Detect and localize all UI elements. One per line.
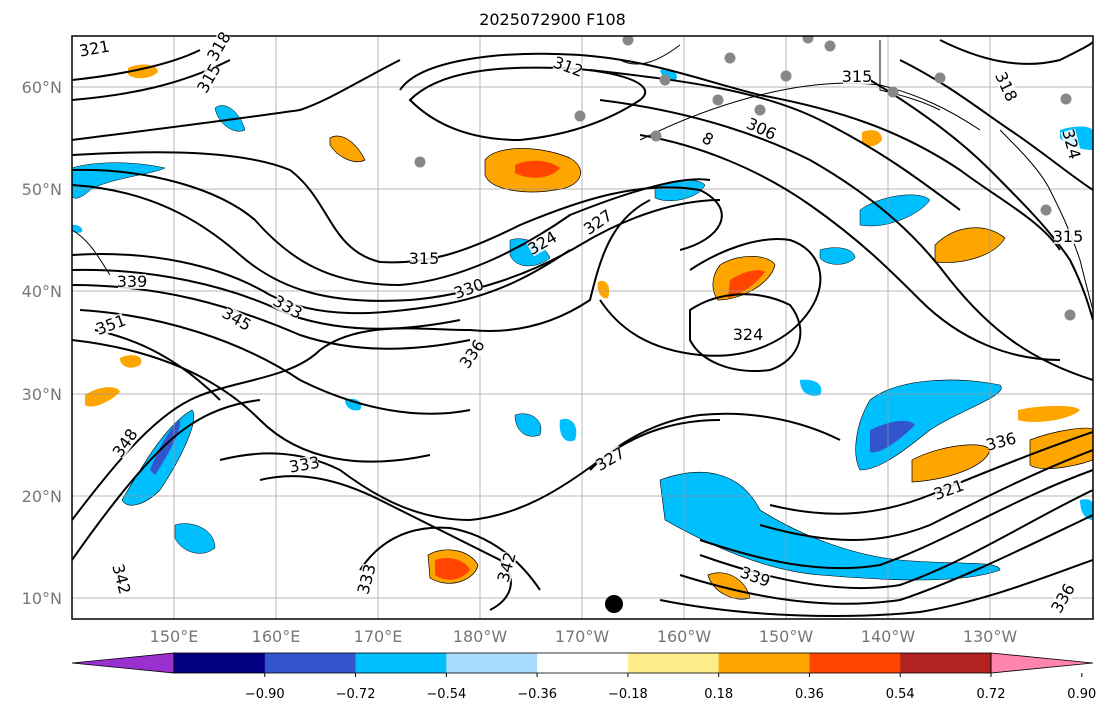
lon-label: 160°W — [657, 627, 712, 646]
colorbar-tick-label: −0.54 — [426, 687, 466, 702]
contour-label-bg — [79, 38, 110, 59]
contour-label: 315 — [409, 249, 440, 268]
contour-label-bg — [110, 427, 140, 459]
colorbar-swatch — [446, 653, 538, 673]
map-title: 2025072900 F108 — [479, 10, 626, 29]
colorbar-swatch — [355, 653, 447, 673]
colorbar-swatch — [718, 653, 810, 673]
latitude-labels: 60°N 50°N 40°N 30°N 20°N 10°N — [22, 78, 62, 608]
colorbar-swatch — [537, 653, 629, 673]
contour-label-bg — [552, 54, 584, 79]
contour-label-bg — [355, 563, 378, 595]
contour-lines — [72, 39, 1093, 618]
contour-label-bg — [271, 293, 304, 321]
lon-label: 160°E — [252, 627, 301, 646]
lat-label: 10°N — [22, 589, 62, 608]
colorbar: −0.90 −0.72 −0.54 −0.36 −0.18 0.18 0.36 0.54 0.7… — [71, 652, 1096, 702]
colorbar-tick-label: −0.72 — [336, 687, 376, 702]
contour-label-bg — [1060, 128, 1083, 160]
lat-label: 60°N — [22, 78, 62, 97]
lon-label: 170°W — [555, 627, 610, 646]
contour-label-bg — [205, 30, 233, 63]
station-markers — [414, 36, 1076, 321]
lat-label: 40°N — [22, 282, 62, 301]
graticule — [72, 36, 1093, 619]
contour-label-bg — [526, 229, 559, 257]
lon-label: 130°W — [963, 627, 1018, 646]
colorbar-tick-label: 0.90 — [1067, 687, 1096, 702]
colorbar-extend-low — [71, 652, 175, 674]
contour-label-bg — [691, 125, 724, 153]
colorbar-outline — [173, 652, 992, 674]
lon-label: 180°W — [453, 627, 508, 646]
coastlines — [72, 40, 1093, 311]
contour-label-bg — [110, 563, 133, 595]
colorbar-swatch — [264, 653, 357, 673]
contour-label-bg — [1054, 229, 1082, 244]
colorbar-tick-label: 0.72 — [977, 687, 1006, 702]
contour-label: 324 — [733, 325, 764, 344]
lon-label: 170°E — [354, 627, 403, 646]
contour-label-bg — [220, 305, 253, 333]
colorbar-tick-label: 0.36 — [795, 687, 824, 702]
contour-label-bg — [993, 70, 1019, 103]
lat-label: 20°N — [22, 487, 62, 506]
longitude-labels: 150°E 160°E 170°E 180°W 170°W 160°W 150°W 140°W… — [150, 627, 1018, 646]
lat-label: 30°N — [22, 385, 62, 404]
colorbar-swatch — [174, 653, 266, 673]
map-frame — [71, 35, 1094, 620]
lon-label: 150°E — [150, 627, 199, 646]
contour-label-bg — [933, 477, 965, 502]
lon-label: 150°W — [759, 627, 814, 646]
contour-label-bg — [745, 116, 778, 142]
contour-label-bg — [410, 251, 438, 266]
contour-label-bg — [118, 274, 146, 289]
contour-label-bg — [843, 69, 871, 84]
colorbar-tick-label: −0.36 — [517, 687, 557, 702]
colorbar-swatch — [627, 653, 720, 673]
contour-label-bg — [594, 445, 627, 473]
colorbar-tick-label: −0.90 — [245, 687, 285, 702]
contour-label-bg — [734, 327, 762, 342]
colorbar-swatch — [809, 653, 901, 673]
colorbar-tick-label: 0.18 — [704, 687, 733, 702]
contour-label-bg — [495, 551, 518, 583]
black-marker — [605, 595, 623, 613]
lon-label: 140°W — [861, 627, 916, 646]
contour-label-bg — [457, 338, 487, 370]
colorbar-extend-high — [990, 652, 1094, 674]
lat-label: 50°N — [22, 180, 62, 199]
contour-label-bg — [985, 430, 1017, 453]
contour-label-bg — [195, 62, 223, 95]
contour-label: 315 — [1053, 227, 1084, 246]
colorbar-tick-label: −0.18 — [608, 687, 648, 702]
contour-label-bg — [453, 276, 485, 301]
contour-label: 315 — [842, 67, 873, 86]
colorbar-swatch — [900, 653, 992, 673]
colorbar-tick-label: 0.54 — [886, 687, 915, 702]
contour-label-bg — [739, 564, 771, 589]
contour-label-bg — [582, 207, 614, 237]
contour-label: 339 — [117, 272, 148, 291]
contour-label-bg — [95, 312, 127, 337]
contour-label-bg — [289, 454, 320, 475]
contour-label-bg — [1049, 582, 1077, 615]
